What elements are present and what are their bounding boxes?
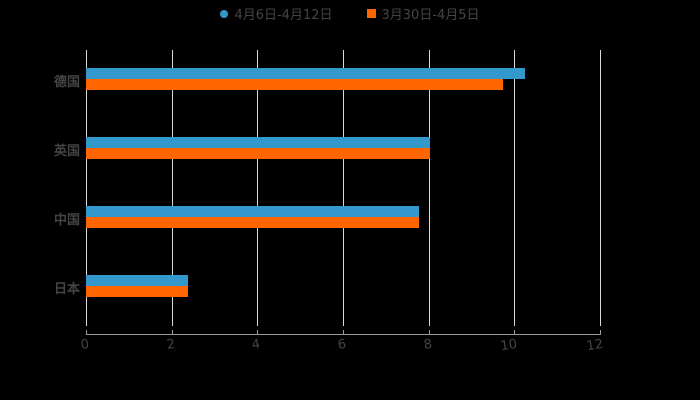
x-tick-label: 10 (499, 337, 519, 355)
gridline (86, 50, 87, 326)
gridline (429, 50, 430, 326)
x-tick-label: 6 (336, 337, 348, 354)
bar-2[interactable] (86, 78, 504, 90)
x-tick-label: 4 (250, 337, 262, 354)
x-tick (172, 330, 173, 335)
legend-label: 4月6日-4月12日 (234, 8, 333, 23)
legend-swatch-square-icon (366, 9, 376, 18)
bar-2[interactable] (86, 147, 430, 159)
x-tick (429, 330, 430, 335)
legend-item-series-1[interactable]: 4月6日-4月12日 (220, 4, 333, 23)
x-tick (514, 330, 515, 335)
bar-1[interactable] (86, 136, 430, 148)
x-tick-label: 0 (79, 337, 91, 354)
category-label: 中国 (53, 212, 80, 228)
x-tick-label: 12 (585, 337, 605, 355)
gridline (343, 50, 344, 326)
x-tick-label: 2 (165, 337, 177, 354)
x-tick (86, 330, 87, 335)
bar-1[interactable] (86, 274, 188, 286)
x-tick (343, 330, 344, 335)
bar-2[interactable] (86, 285, 188, 297)
x-tick (600, 330, 601, 335)
legend-swatch-circle-icon (220, 9, 229, 18)
x-tick (257, 330, 258, 335)
x-tick-label: 8 (422, 337, 434, 354)
legend-item-series-2[interactable]: 3月30日-4月5日 (366, 4, 480, 23)
category-label: 德国 (53, 74, 80, 90)
gridline (257, 50, 258, 326)
category-label: 日本 (53, 281, 80, 297)
bar-1[interactable] (86, 205, 420, 217)
bar-2[interactable] (86, 216, 420, 228)
gridline (514, 50, 515, 326)
gridline (172, 50, 173, 326)
legend-label: 3月30日-4月5日 (381, 8, 480, 23)
plot-area (86, 50, 601, 326)
chart-legend: 4月6日-4月12日 3月30日-4月5日 (0, 4, 700, 23)
bar-1[interactable] (86, 67, 526, 79)
category-label: 英国 (53, 143, 80, 159)
gridline (600, 50, 601, 326)
